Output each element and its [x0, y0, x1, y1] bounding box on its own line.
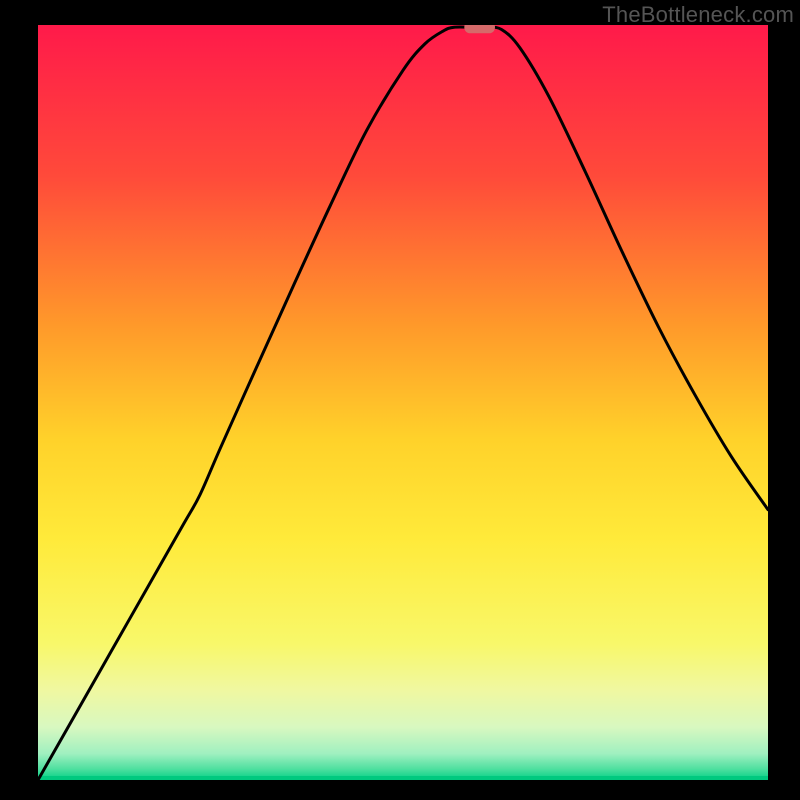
bottleneck-chart: [38, 25, 768, 780]
watermark-text: TheBottleneck.com: [602, 2, 794, 28]
gradient-background: [38, 25, 768, 780]
optimum-marker: [464, 25, 495, 33]
baseline-strip: [38, 776, 768, 780]
plot-area: [38, 25, 768, 780]
